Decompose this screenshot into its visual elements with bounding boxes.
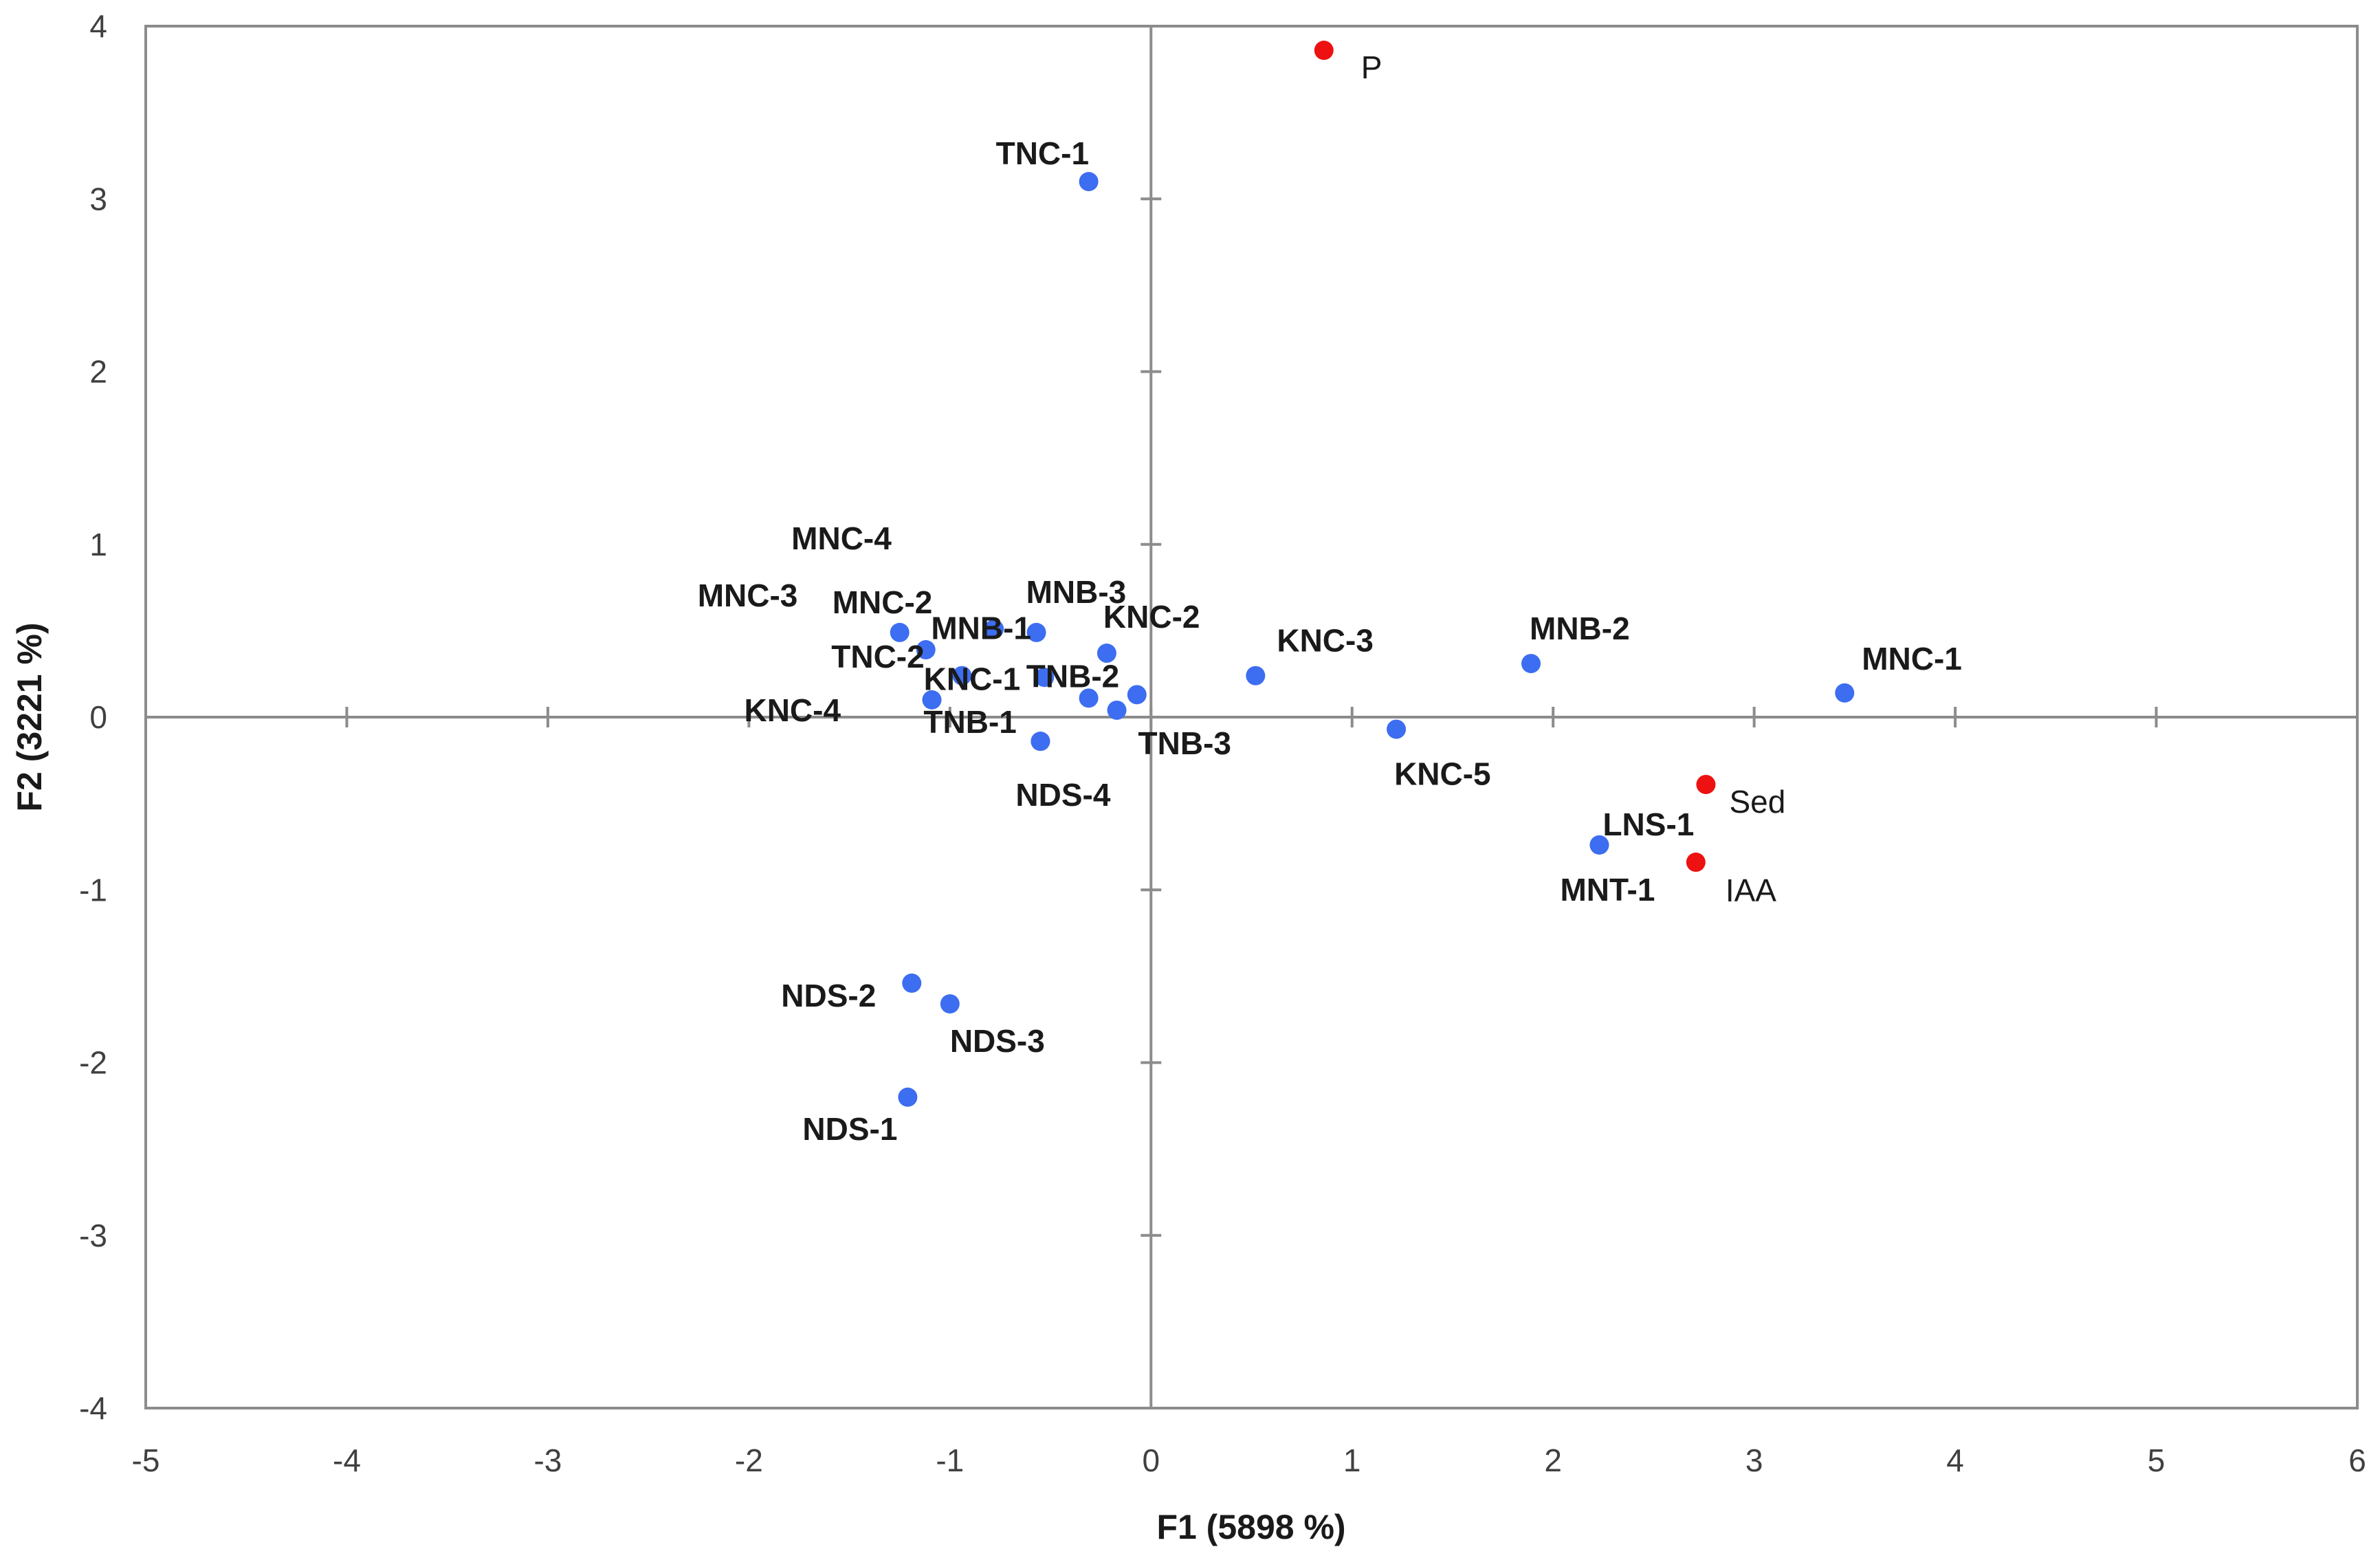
point-label-nds-1: NDS-1 <box>802 1111 897 1147</box>
point-label-mnc-4: MNC-4 <box>791 520 892 556</box>
y-tick-label: -3 <box>79 1218 107 1253</box>
point-label-tnc-1: TNC-1 <box>996 135 1089 171</box>
x-tick-label: -5 <box>132 1442 160 1478</box>
point-label-mnc-3: MNC-3 <box>698 578 798 613</box>
observation-point-knc-1 <box>1079 688 1099 708</box>
x-tick-label: -1 <box>936 1442 964 1478</box>
x-tick-label: 3 <box>1745 1442 1763 1478</box>
x-tick-label: 1 <box>1343 1442 1361 1478</box>
points-layer <box>890 41 1855 1107</box>
observation-point-mnc-4 <box>984 619 1004 639</box>
observation-point-mnb-1 <box>952 666 972 685</box>
x-tick-label: 0 <box>1142 1442 1160 1478</box>
observation-point-nds-3 <box>940 994 960 1014</box>
y-tick-label: 1 <box>89 527 107 562</box>
observation-point-tnc-2 <box>1035 668 1055 688</box>
x-tick-label: 6 <box>2348 1442 2366 1478</box>
point-label-iaa: IAA <box>1726 873 1776 908</box>
x-axis-title: F1 (5898 %) <box>1156 1508 1345 1546</box>
y-tick-label: 4 <box>89 8 107 44</box>
observation-point-nds-2 <box>902 973 922 993</box>
observation-point-tnc-1 <box>1079 172 1099 192</box>
observation-point-knc-4 <box>922 690 942 710</box>
observation-point-mnt-1 <box>1589 835 1609 855</box>
point-label-nds-3: NDS-3 <box>950 1023 1045 1059</box>
observation-point-nds-4 <box>1031 732 1050 751</box>
observation-point-mnc-2 <box>916 640 936 660</box>
point-label-p: P <box>1361 50 1382 85</box>
y-axis-title: F2 (3221 %) <box>10 622 49 811</box>
x-tick-label: 4 <box>1946 1442 1964 1478</box>
point-label-knc-3: KNC-3 <box>1277 623 1374 659</box>
point-label-mnb-2: MNB-2 <box>1530 611 1630 646</box>
y-tick-label: 2 <box>89 354 107 390</box>
y-tick-label: 3 <box>89 181 107 217</box>
observation-point-knc-2 <box>1097 644 1116 663</box>
observation-point-tnb-3 <box>1107 700 1127 720</box>
x-tick-label: 5 <box>2148 1442 2166 1478</box>
axes-layer <box>146 26 2357 1408</box>
point-label-knc-4: KNC-4 <box>744 692 841 728</box>
y-tick-label: -2 <box>79 1045 107 1081</box>
observation-point-knc-3 <box>1246 666 1266 685</box>
point-label-tnb-3: TNB-3 <box>1138 725 1231 761</box>
observation-point-mnc-1 <box>1835 683 1855 703</box>
point-label-nds-2: NDS-2 <box>781 978 876 1013</box>
point-label-mnt-1: MNT-1 <box>1560 872 1655 908</box>
x-tick-label: -2 <box>735 1442 763 1478</box>
observation-point-nds-1 <box>898 1087 918 1107</box>
point-label-sed: Sed <box>1729 784 1785 820</box>
variable-point-sed <box>1696 774 1716 794</box>
point-label-mnc-2: MNC-2 <box>833 584 933 620</box>
observation-point-knc-5 <box>1387 719 1407 739</box>
x-tick-label: -3 <box>533 1442 562 1478</box>
observation-point-mnb-3 <box>1026 622 1046 642</box>
x-tick-label: -4 <box>333 1442 361 1478</box>
observation-point-tnb-2 <box>1127 685 1147 705</box>
point-label-nds-4: NDS-4 <box>1015 777 1110 813</box>
x-tick-label: 2 <box>1544 1442 1562 1478</box>
variable-point-p <box>1314 41 1334 61</box>
y-tick-label: -1 <box>79 872 107 908</box>
observation-point-mnb-2 <box>1521 654 1541 674</box>
point-label-lns-1: LNS-1 <box>1602 807 1694 842</box>
point-label-knc-1: KNC-1 <box>924 661 1021 696</box>
y-tick-label: 0 <box>89 699 107 735</box>
y-tick-label: -4 <box>79 1390 107 1426</box>
point-label-tnb-1: TNB-1 <box>923 704 1016 740</box>
ticks-layer: -5 -4 -3 -2 -1 0 1 2 3 4 5 6 -4 -3 -2 -1 0 1 2 3 4 <box>79 8 2366 1478</box>
point-label-mnc-1: MNC-1 <box>1862 641 1962 677</box>
point-label-mnb-3: MNB-3 <box>1026 574 1127 610</box>
point-label-mnb-1: MNB-1 <box>931 611 1031 646</box>
point-label-knc-2: KNC-2 <box>1103 599 1200 635</box>
variable-point-iaa <box>1686 853 1706 873</box>
point-label-knc-5: KNC-5 <box>1394 756 1491 792</box>
point-label-tnc-2: TNC-2 <box>831 639 924 674</box>
observation-point-mnc-3 <box>890 622 910 642</box>
point-label-tnb-2: TNB-2 <box>1026 658 1119 694</box>
